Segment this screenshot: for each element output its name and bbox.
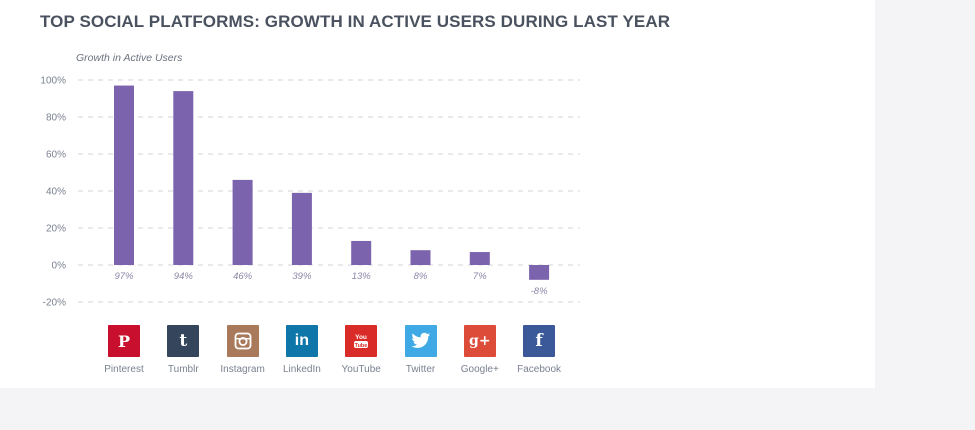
y-tick-label: 60% (46, 150, 66, 161)
y-tick-label: -20% (43, 298, 66, 309)
linkedin-icon: in (285, 325, 318, 357)
bar-facebook (529, 265, 550, 280)
bar-tumblr (173, 91, 194, 265)
bar-youtube (351, 240, 372, 265)
instagram-icon (226, 325, 259, 357)
y-axis-label: Growth in Active Users (76, 52, 183, 64)
value-label: 39% (292, 271, 312, 282)
svg-text:You: You (355, 334, 367, 341)
y-tick-label: 0% (52, 261, 67, 272)
y-tick-label: 100% (40, 76, 66, 87)
y-tick-label: 80% (46, 113, 66, 124)
value-label: 94% (174, 271, 194, 282)
facebook-icon: f (523, 325, 556, 357)
platform-item: Twitter (381, 325, 461, 375)
google-plus-icon: g+ (463, 325, 496, 357)
bar-twitter (410, 250, 431, 265)
platform-label: Google+ (460, 364, 499, 375)
bar-pinterest (114, 85, 134, 265)
chart-title: TOP SOCIAL PLATFORMS: GROWTH IN ACTIVE U… (40, 12, 671, 31)
value-label: -8% (531, 286, 548, 297)
svg-text:Tube: Tube (355, 343, 368, 349)
value-label: 7% (473, 271, 487, 282)
y-tick-label: 40% (46, 187, 66, 198)
value-label: 97% (114, 271, 134, 282)
platform-label: Instagram (220, 364, 265, 375)
platform-item: Instagram (203, 325, 283, 375)
twitter-icon (404, 325, 437, 357)
platform-item: g+ Google+ (440, 325, 520, 375)
youtube-icon: You Tube (345, 325, 378, 357)
platform-label: YouTube (341, 364, 381, 375)
y-tick-label: 20% (46, 224, 66, 235)
bar-linkedin (291, 192, 312, 265)
platform-label: Twitter (405, 364, 436, 375)
platform-label: Tumblr (167, 364, 199, 375)
value-label: 8% (414, 271, 428, 282)
platform-item: P Pinterest (84, 325, 164, 375)
platform-label: Pinterest (104, 364, 144, 375)
chart-card: TOP SOCIAL PLATFORMS: GROWTH IN ACTIVE U… (0, 0, 875, 388)
bar-chart: Growth in Active Users 100% 80% 60% 40% 20% 0%… (40, 52, 580, 309)
pinterest-icon: P (108, 325, 140, 357)
platform-item: You Tube YouTube (321, 325, 401, 375)
bar-google- (469, 252, 490, 265)
platform-label: Facebook (517, 364, 562, 375)
platform-item: in LinkedIn (262, 325, 342, 375)
tumblr-icon: t (167, 325, 200, 357)
platform-item: f Facebook (499, 325, 579, 375)
platform-label: LinkedIn (282, 364, 321, 375)
value-label: 46% (233, 271, 253, 282)
bar-instagram (232, 179, 253, 265)
platform-item: t Tumblr (143, 325, 223, 375)
value-label: 13% (352, 271, 372, 282)
